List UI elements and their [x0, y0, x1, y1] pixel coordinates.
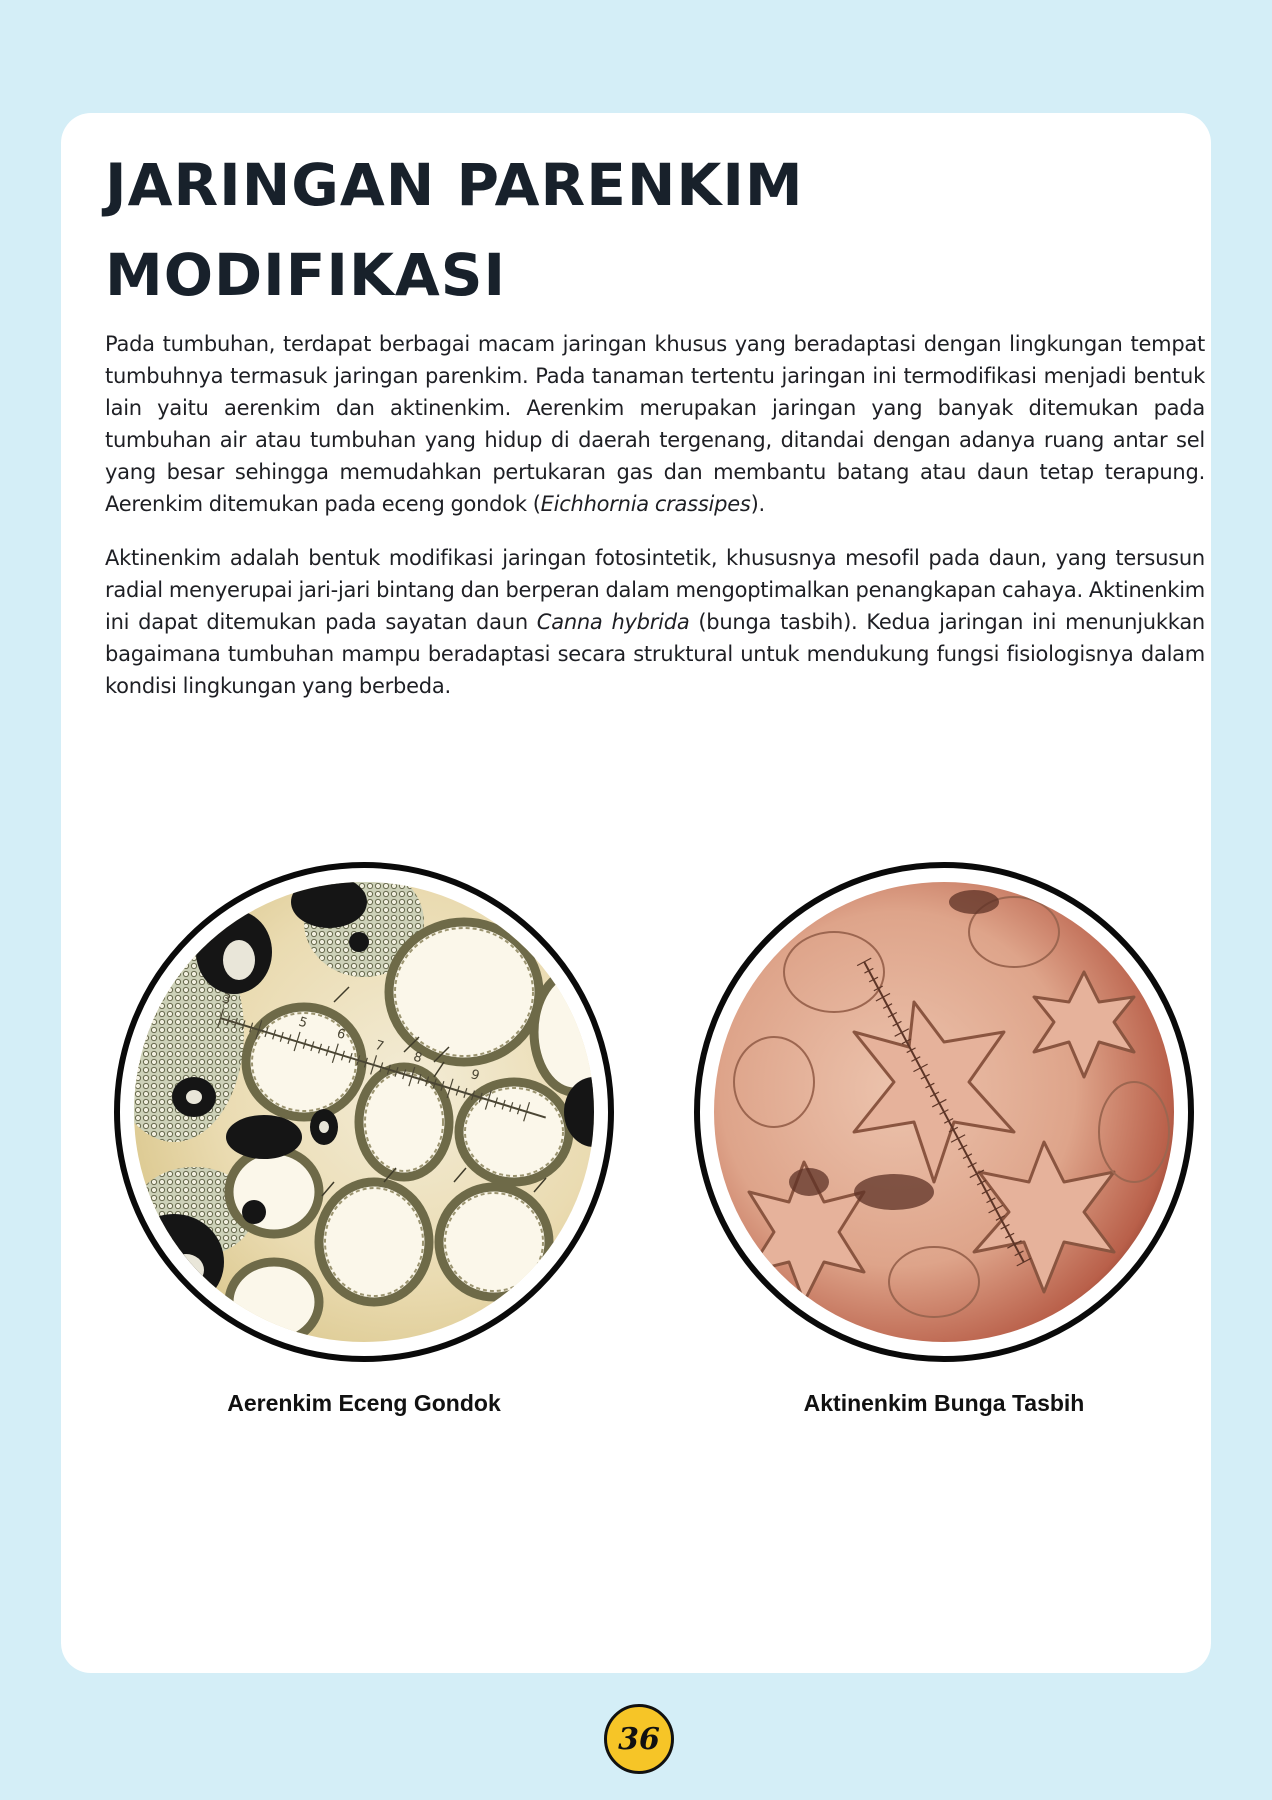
species-eichhornia: Eichhornia crassipes: [540, 492, 751, 516]
caption-aktinenkim: Aktinenkim Bunga Tasbih: [803, 1390, 1085, 1416]
paragraph-2-text: Aktinenkim adalah bentuk modifikasi jari…: [105, 546, 1205, 634]
aerenkim-micrograph: 3 5 6 7 8 9: [114, 862, 614, 1362]
page-number: 36: [618, 1721, 660, 1757]
title-line-2: MODIFIKASI: [105, 241, 507, 309]
paragraph-aktinenkim: Aktinenkim adalah bentuk modifikasi jari…: [105, 542, 1205, 702]
paragraph-aerenkim: Pada tumbuhan, terdapat berbagai macam j…: [105, 328, 1205, 520]
caption-aerenkim: Aerenkim Eceng Gondok: [227, 1390, 501, 1416]
body-text: Pada tumbuhan, terdapat berbagai macam j…: [105, 328, 1205, 724]
paragraph-1-text: Pada tumbuhan, terdapat berbagai macam j…: [105, 332, 1205, 516]
aktinenkim-image: [714, 882, 1174, 1342]
aktinenkim-micrograph: [694, 862, 1194, 1362]
paragraph-2-end: (bunga tasbih). Kedua jaringan ini menun…: [105, 610, 1205, 698]
page-number-badge: 36: [604, 1704, 674, 1774]
aerenkim-image: 3 5 6 7 8 9: [134, 882, 594, 1342]
page-title: JARINGAN PARENKIM MODIFIKASI: [105, 140, 1005, 320]
species-canna: Canna hybrida: [536, 610, 690, 634]
title-line-1: JARINGAN PARENKIM: [105, 151, 804, 219]
paragraph-1-end: ).: [750, 492, 766, 516]
